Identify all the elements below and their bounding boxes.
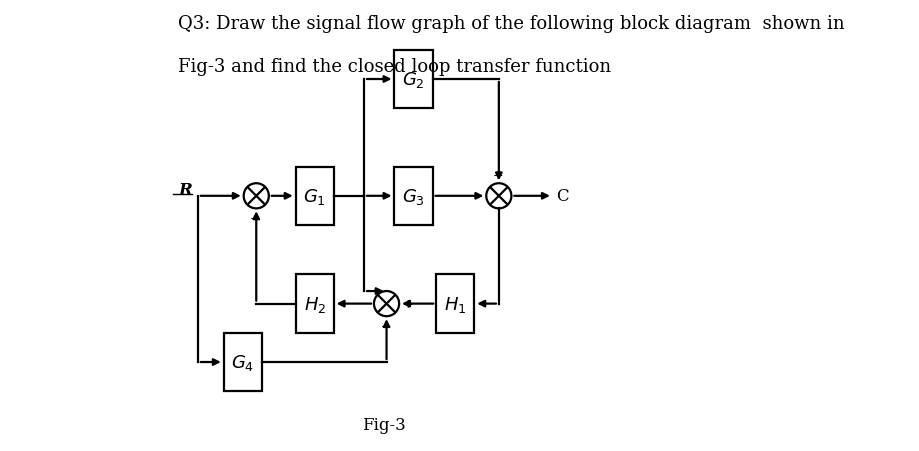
Text: $G_3$: $G_3$: [402, 186, 425, 207]
Text: $G_2$: $G_2$: [403, 70, 425, 90]
FancyBboxPatch shape: [437, 275, 474, 333]
FancyBboxPatch shape: [223, 333, 262, 391]
Text: $-$: $-$: [380, 319, 391, 332]
Text: Fig-3: Fig-3: [362, 416, 406, 433]
FancyBboxPatch shape: [296, 167, 334, 226]
Text: $G_1$: $G_1$: [303, 186, 326, 207]
Text: $H_1$: $H_1$: [444, 294, 467, 314]
FancyBboxPatch shape: [394, 167, 433, 226]
Text: $+$: $+$: [402, 298, 413, 310]
Text: C: C: [556, 188, 569, 205]
Text: $H_2$: $H_2$: [303, 294, 326, 314]
FancyBboxPatch shape: [394, 51, 433, 109]
Text: $G_4$: $G_4$: [232, 352, 255, 372]
Text: Fig-3 and find the closed loop transfer function: Fig-3 and find the closed loop transfer …: [177, 57, 611, 75]
Text: Q3: Draw the signal flow graph of the following block diagram  shown in: Q3: Draw the signal flow graph of the fo…: [177, 15, 845, 33]
Text: $+$: $+$: [492, 168, 503, 181]
Text: R: R: [178, 181, 192, 198]
FancyBboxPatch shape: [296, 275, 334, 333]
Text: $-$: $-$: [249, 212, 260, 225]
